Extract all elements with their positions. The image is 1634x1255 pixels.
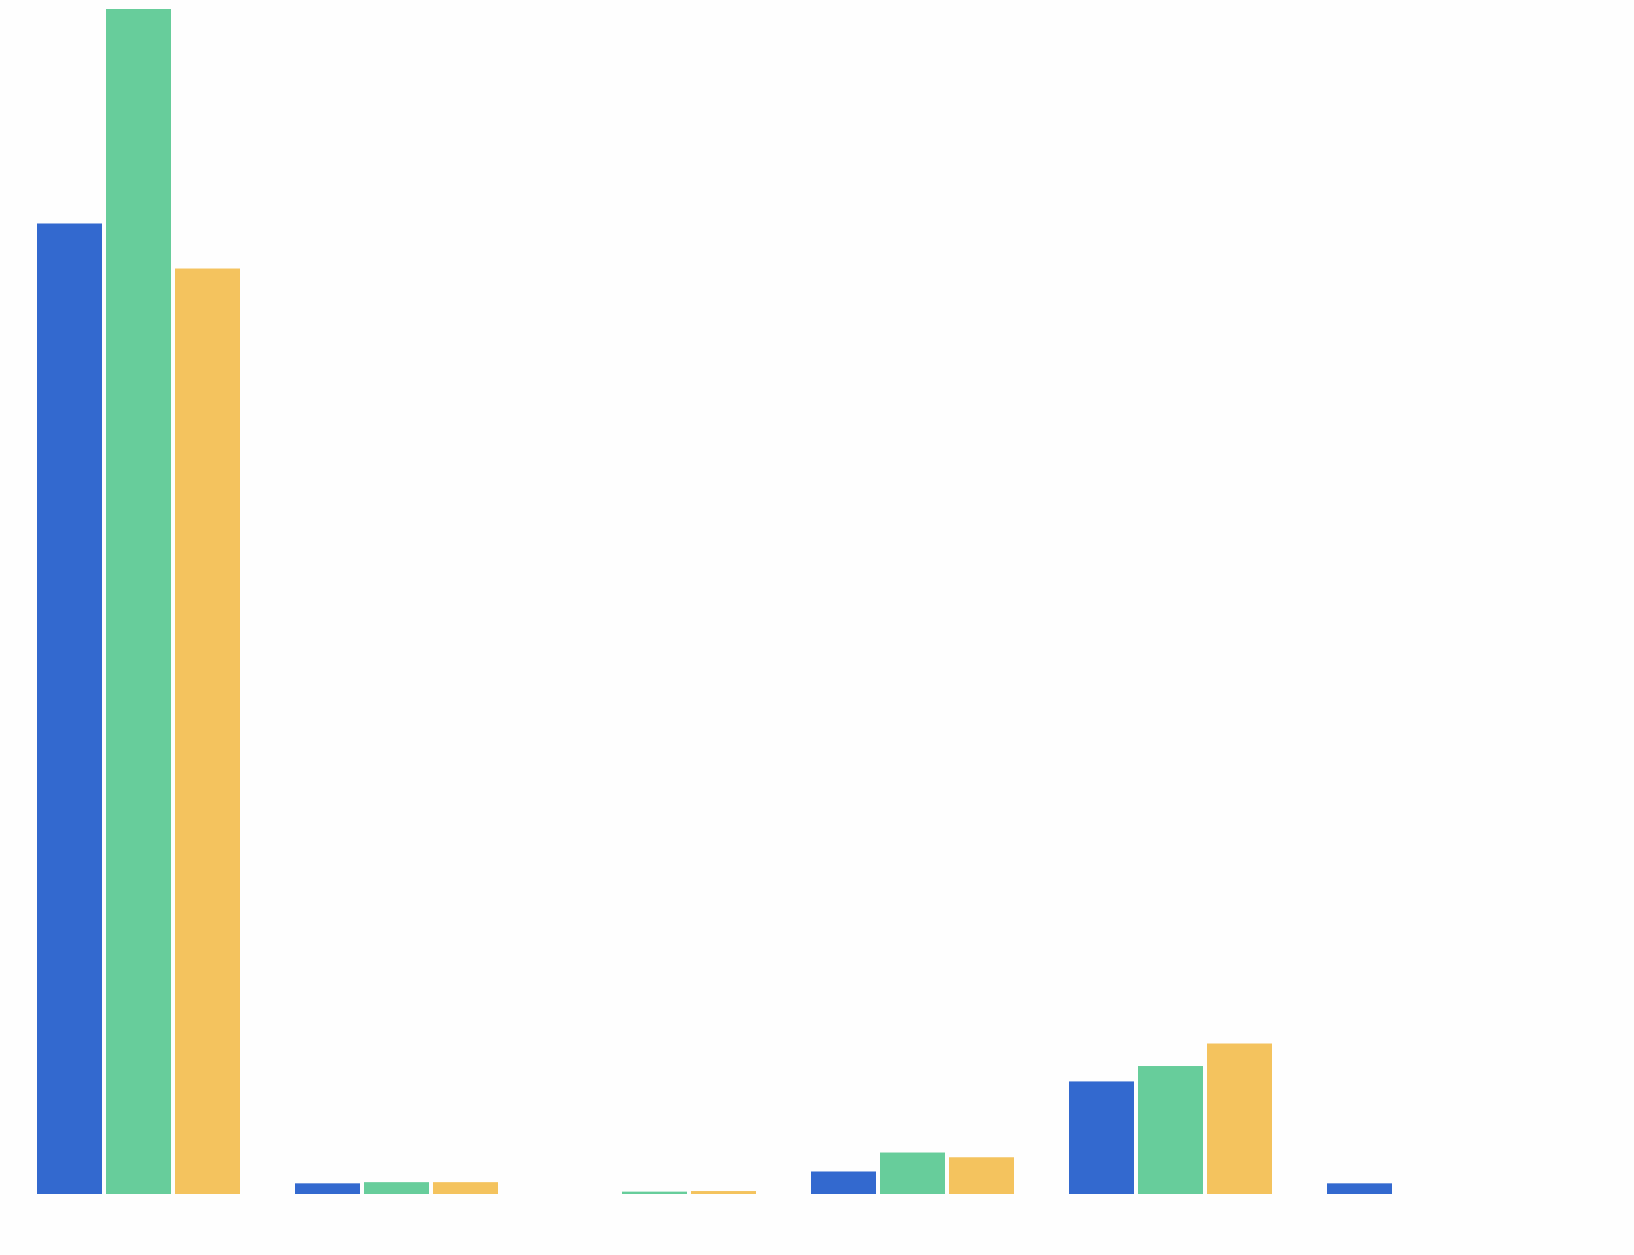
- bar-group6-series1: [1327, 1183, 1392, 1194]
- bar-group1-series3: [175, 268, 240, 1194]
- bar-group4-series3: [949, 1157, 1014, 1194]
- bar-group2-series1: [295, 1183, 360, 1194]
- bar-group1-series2: [106, 9, 171, 1194]
- bar-group4-series1: [811, 1171, 876, 1194]
- bar-group5-series3: [1207, 1043, 1272, 1194]
- bars-layer: [37, 9, 1392, 1195]
- bar-group3-series3: [691, 1191, 756, 1194]
- bar-group1-series1: [37, 223, 102, 1195]
- bar-group2-series3: [433, 1182, 498, 1194]
- bar-group5-series1: [1069, 1081, 1134, 1194]
- bar-group5-series2: [1138, 1066, 1203, 1194]
- bar-group3-series2: [622, 1191, 687, 1194]
- bar-group2-series2: [364, 1182, 429, 1194]
- bar-group4-series2: [880, 1152, 945, 1194]
